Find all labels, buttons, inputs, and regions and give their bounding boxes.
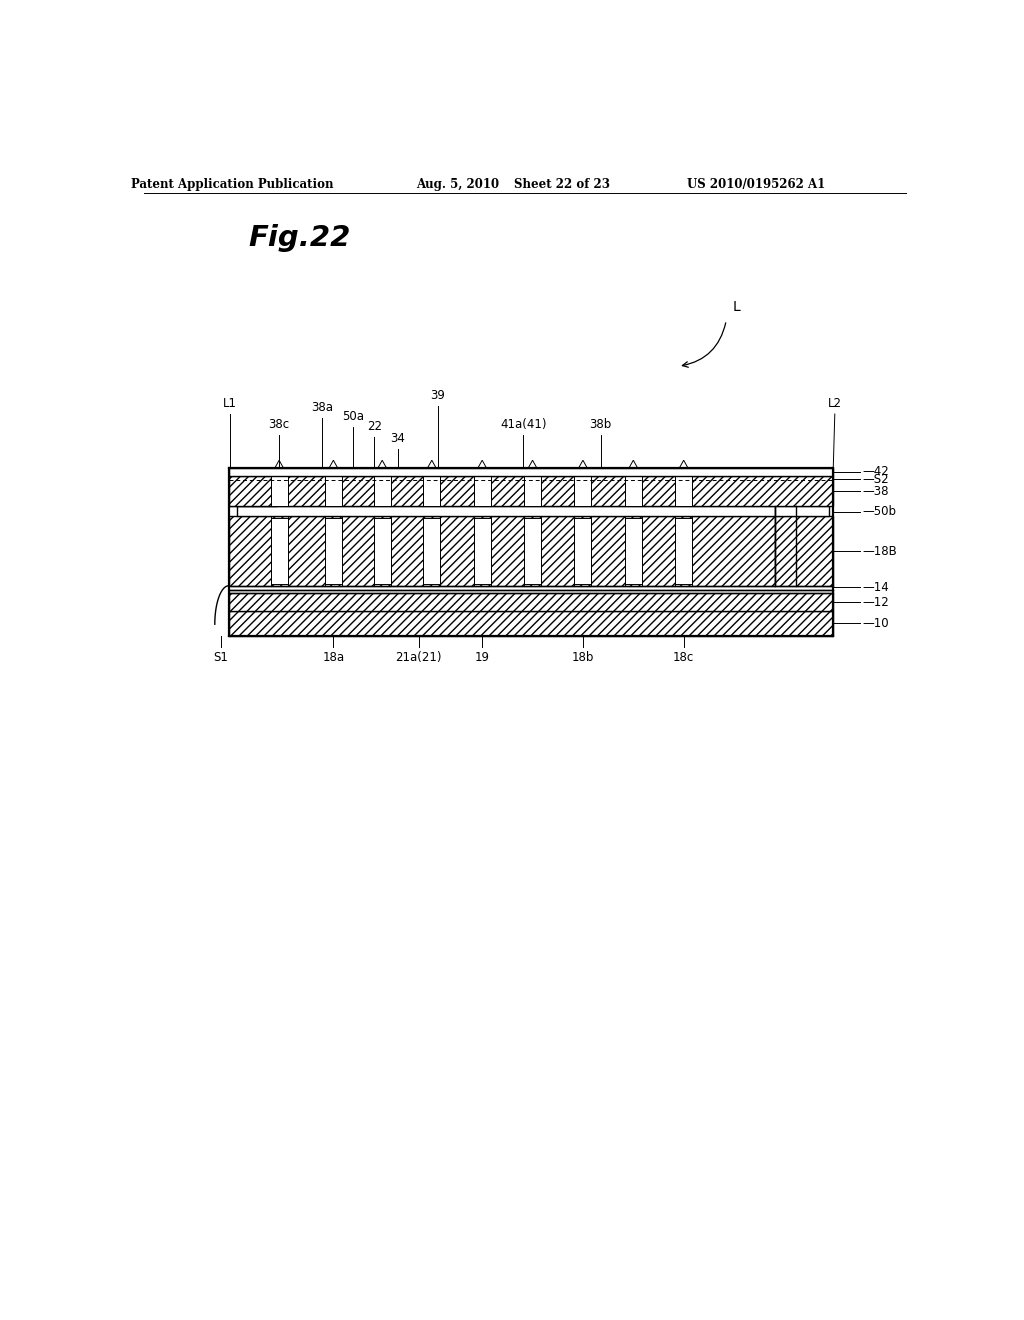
Text: —14: —14: [862, 581, 890, 594]
Text: L: L: [732, 300, 740, 314]
Polygon shape: [574, 461, 592, 475]
Text: L1: L1: [223, 397, 238, 411]
Polygon shape: [228, 611, 834, 636]
Text: Aug. 5, 2010: Aug. 5, 2010: [416, 178, 499, 190]
Polygon shape: [524, 461, 541, 475]
Text: S1: S1: [214, 651, 228, 664]
Text: 34: 34: [390, 432, 406, 445]
Polygon shape: [270, 461, 288, 475]
Polygon shape: [775, 516, 834, 586]
Text: —12: —12: [862, 595, 890, 609]
Text: Fig.22: Fig.22: [248, 224, 350, 252]
Polygon shape: [325, 517, 342, 585]
Polygon shape: [270, 475, 288, 507]
Polygon shape: [374, 517, 391, 585]
Text: 38a: 38a: [310, 401, 333, 414]
Text: —S2: —S2: [862, 473, 889, 486]
Text: —42: —42: [862, 465, 890, 478]
Polygon shape: [625, 475, 642, 507]
Text: —10: —10: [862, 616, 889, 630]
Text: 38c: 38c: [268, 418, 290, 432]
Polygon shape: [474, 461, 490, 475]
Text: 41a(41): 41a(41): [500, 418, 547, 432]
Text: 18a: 18a: [323, 651, 344, 664]
Text: —50b: —50b: [862, 506, 897, 519]
Text: 21a(21): 21a(21): [395, 651, 442, 664]
Polygon shape: [574, 475, 592, 507]
Polygon shape: [675, 475, 692, 507]
Text: US 2010/0195262 A1: US 2010/0195262 A1: [687, 178, 825, 190]
Text: 38b: 38b: [590, 418, 612, 432]
Text: 18b: 18b: [571, 651, 594, 664]
Polygon shape: [374, 461, 391, 475]
Polygon shape: [237, 507, 775, 516]
Text: 22: 22: [367, 420, 382, 433]
Polygon shape: [228, 475, 276, 507]
Polygon shape: [574, 517, 592, 585]
Polygon shape: [423, 517, 440, 585]
Text: 18c: 18c: [673, 651, 694, 664]
Text: 19: 19: [475, 651, 489, 664]
Text: 39: 39: [430, 389, 445, 403]
Text: —18B: —18B: [862, 545, 897, 557]
Polygon shape: [775, 507, 829, 516]
Polygon shape: [228, 469, 834, 475]
Polygon shape: [228, 516, 775, 586]
Polygon shape: [474, 517, 490, 585]
Polygon shape: [524, 475, 541, 507]
Polygon shape: [625, 517, 642, 585]
Polygon shape: [374, 475, 391, 507]
Polygon shape: [474, 475, 490, 507]
Polygon shape: [228, 475, 834, 507]
Polygon shape: [325, 461, 342, 475]
Text: —38: —38: [862, 484, 889, 498]
Text: Sheet 22 of 23: Sheet 22 of 23: [514, 178, 610, 190]
Text: Patent Application Publication: Patent Application Publication: [131, 178, 334, 190]
Polygon shape: [675, 461, 692, 475]
Polygon shape: [423, 475, 440, 507]
Polygon shape: [524, 517, 541, 585]
Polygon shape: [675, 517, 692, 585]
Text: L2: L2: [827, 397, 842, 411]
Text: 50a: 50a: [342, 411, 364, 424]
Polygon shape: [625, 461, 642, 475]
Polygon shape: [228, 594, 834, 611]
Polygon shape: [325, 475, 342, 507]
Polygon shape: [423, 461, 440, 475]
Polygon shape: [270, 517, 288, 585]
